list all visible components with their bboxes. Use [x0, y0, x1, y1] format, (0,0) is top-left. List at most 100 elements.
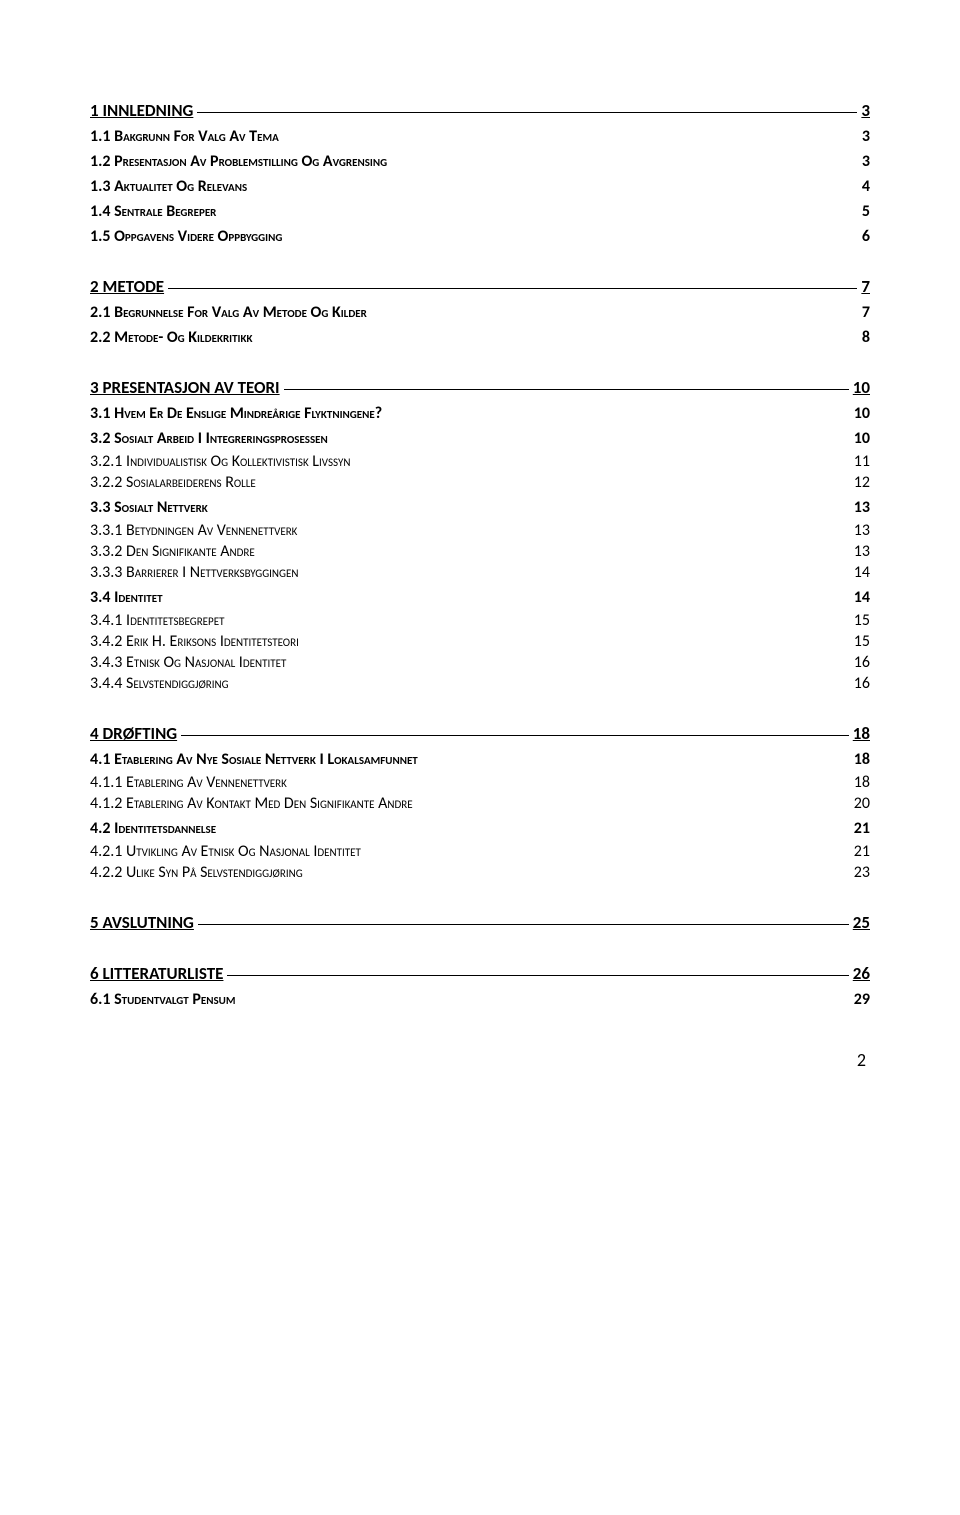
toc-entry: 4.1 Etablering Av Nye Sosiale Nettverk I… [90, 750, 870, 769]
toc-entry: 5 AVSLUTNING 25 [90, 912, 870, 933]
toc-entry: 1 INNLEDNING3 [90, 100, 870, 121]
toc-page-number: 21 [854, 819, 870, 838]
toc-entry: 1.1 Bakgrunn For Valg Av Tema 3 [90, 127, 870, 146]
toc-label: 3.4.1 Identitetsbegrepet [90, 611, 224, 630]
toc-label: 1.3 Aktualitet Og Relevans [90, 177, 247, 196]
toc-entry: 3.3.1 Betydningen Av Vennenettverk 13 [90, 521, 870, 540]
toc-label: 6.1 Studentvalgt Pensum [90, 990, 235, 1009]
toc-label: 1.2 Presentasjon Av Problemstilling Og A… [90, 152, 387, 171]
toc-entry: 2 METODE 7 [90, 276, 870, 297]
toc-leader [181, 735, 849, 736]
toc-entry: 4.2 Identitetsdannelse 21 [90, 819, 870, 838]
toc-label: 6 LITTERATURLISTE [90, 963, 223, 984]
toc-entry: 4.2.2 Ulike Syn På Selvstendiggjøring 23 [90, 863, 870, 882]
toc-label: 3 PRESENTASJON AV TEORI [90, 377, 280, 398]
toc-page-number: 13 [854, 542, 870, 561]
toc-entry: 6.1 Studentvalgt Pensum 29 [90, 990, 870, 1009]
page-container: 1 INNLEDNING3 1.1 Bakgrunn For Valg Av Te… [0, 0, 960, 1121]
toc-entry: 3.4 Identitet 14 [90, 588, 870, 607]
toc-label: 3.4.4 Selvstendiggjøring [90, 674, 229, 693]
toc-page-number: 23 [854, 863, 870, 882]
toc-page-number: 15 [854, 611, 870, 630]
toc-entry: 3.3.2 Den Signifikante Andre 13 [90, 542, 870, 561]
toc-page-number: 18 [854, 750, 870, 769]
toc-label: 2.2 Metode- Og Kildekritikk [90, 328, 253, 347]
toc-page-number: 20 [854, 794, 870, 813]
toc-entry: 1.5 Oppgavens Videre Oppbygging 6 [90, 227, 870, 246]
toc-entry: 3.2.2 Sosialarbeiderens Rolle 12 [90, 473, 870, 492]
toc-page-number: 13 [854, 521, 870, 540]
toc-page-number: 10 [854, 429, 870, 448]
toc-page-number: 25 [853, 912, 870, 933]
toc-page-number: 21 [854, 842, 870, 861]
toc-page-number: 8 [862, 328, 870, 347]
toc-page-number: 4 [862, 177, 870, 196]
toc-page-number: 18 [854, 773, 870, 792]
toc-entry: 4.1.2 Etablering Av Kontakt Med Den Sign… [90, 794, 870, 813]
toc-page-number: 13 [854, 498, 870, 517]
page-footer-number: 2 [90, 1049, 870, 1071]
toc-label: 3.2 Sosialt Arbeid I Integreringsprosess… [90, 429, 328, 448]
toc-page-number: 18 [853, 723, 870, 744]
toc-entry: 3.3.3 Barrierer I Nettverksbyggingen 14 [90, 563, 870, 582]
toc-label: 4.1 Etablering Av Nye Sosiale Nettverk I… [90, 750, 418, 769]
toc-entry: 6 LITTERATURLISTE 26 [90, 963, 870, 984]
toc-label: 3.2.1 Individualistisk Og Kollektivistis… [90, 452, 350, 471]
table-of-contents: 1 INNLEDNING3 1.1 Bakgrunn For Valg Av Te… [90, 100, 870, 1009]
toc-page-number: 7 [861, 276, 870, 297]
toc-entry: 3.2 Sosialt Arbeid I Integreringsprosess… [90, 429, 870, 448]
toc-entry: 3.4.3 Etnisk Og Nasjonal Identitet 16 [90, 653, 870, 672]
toc-label: 4 DRØFTING [90, 723, 177, 744]
toc-label: 1.5 Oppgavens Videre Oppbygging [90, 227, 282, 246]
toc-page-number: 16 [854, 674, 870, 693]
toc-label: 3.4.3 Etnisk Og Nasjonal Identitet [90, 653, 286, 672]
toc-label: 3.3.2 Den Signifikante Andre [90, 542, 255, 561]
toc-leader [168, 288, 857, 289]
toc-leader [227, 975, 848, 976]
toc-leader [198, 924, 849, 925]
toc-label: 3.3.1 Betydningen Av Vennenettverk [90, 521, 297, 540]
toc-label: 2 METODE [90, 276, 164, 297]
toc-entry: 1.3 Aktualitet Og Relevans 4 [90, 177, 870, 196]
toc-page-number: 16 [854, 653, 870, 672]
toc-entry: 3.4.4 Selvstendiggjøring 16 [90, 674, 870, 693]
toc-page-number: 3 [861, 100, 870, 121]
toc-entry: 1.2 Presentasjon Av Problemstilling Og A… [90, 152, 870, 171]
toc-page-number: 14 [854, 563, 870, 582]
toc-page-number: 3 [862, 152, 870, 171]
toc-entry: 2.1 Begrunnelse For Valg Av Metode Og Ki… [90, 303, 870, 322]
toc-page-number: 6 [862, 227, 870, 246]
toc-page-number: 26 [853, 963, 870, 984]
toc-page-number: 5 [862, 202, 870, 221]
toc-page-number: 14 [854, 588, 870, 607]
toc-entry: 2.2 Metode- Og Kildekritikk 8 [90, 328, 870, 347]
toc-page-number: 10 [853, 377, 870, 398]
toc-label: 1.1 Bakgrunn For Valg Av Tema [90, 127, 279, 146]
toc-entry: 3.3 Sosialt Nettverk 13 [90, 498, 870, 517]
toc-label: 5 AVSLUTNING [90, 912, 194, 933]
toc-label: 3.3 Sosialt Nettverk [90, 498, 208, 517]
toc-leader [284, 389, 849, 390]
toc-label: 4.2 Identitetsdannelse [90, 819, 216, 838]
toc-page-number: 12 [854, 473, 870, 492]
toc-page-number: 3 [862, 127, 870, 146]
toc-label: 3.3.3 Barrierer I Nettverksbyggingen [90, 563, 298, 582]
toc-label: 3.4 Identitet [90, 588, 163, 607]
toc-entry: 4.2.1 Utvikling Av Etnisk Og Nasjonal Id… [90, 842, 870, 861]
toc-leader [197, 112, 857, 113]
toc-page-number: 11 [854, 452, 870, 471]
toc-label: 3.2.2 Sosialarbeiderens Rolle [90, 473, 256, 492]
toc-entry: 3.4.2 Erik H. Eriksons Identitetsteori15 [90, 632, 870, 651]
toc-label: 1.4 Sentrale Begreper [90, 202, 216, 221]
toc-entry: 1.4 Sentrale Begreper 5 [90, 202, 870, 221]
toc-label: 4.2.2 Ulike Syn På Selvstendiggjøring [90, 863, 303, 882]
toc-entry: 3 PRESENTASJON AV TEORI 10 [90, 377, 870, 398]
toc-page-number: 29 [854, 990, 870, 1009]
toc-entry: 4 DRØFTING 18 [90, 723, 870, 744]
toc-label: 3.4.2 Erik H. Eriksons Identitetsteori [90, 632, 299, 651]
toc-label: 4.2.1 Utvikling Av Etnisk Og Nasjonal Id… [90, 842, 361, 861]
toc-page-number: 7 [862, 303, 870, 322]
toc-page-number: 10 [854, 404, 870, 423]
toc-entry: 3.4.1 Identitetsbegrepet 15 [90, 611, 870, 630]
toc-label: 2.1 Begrunnelse For Valg Av Metode Og Ki… [90, 303, 367, 322]
